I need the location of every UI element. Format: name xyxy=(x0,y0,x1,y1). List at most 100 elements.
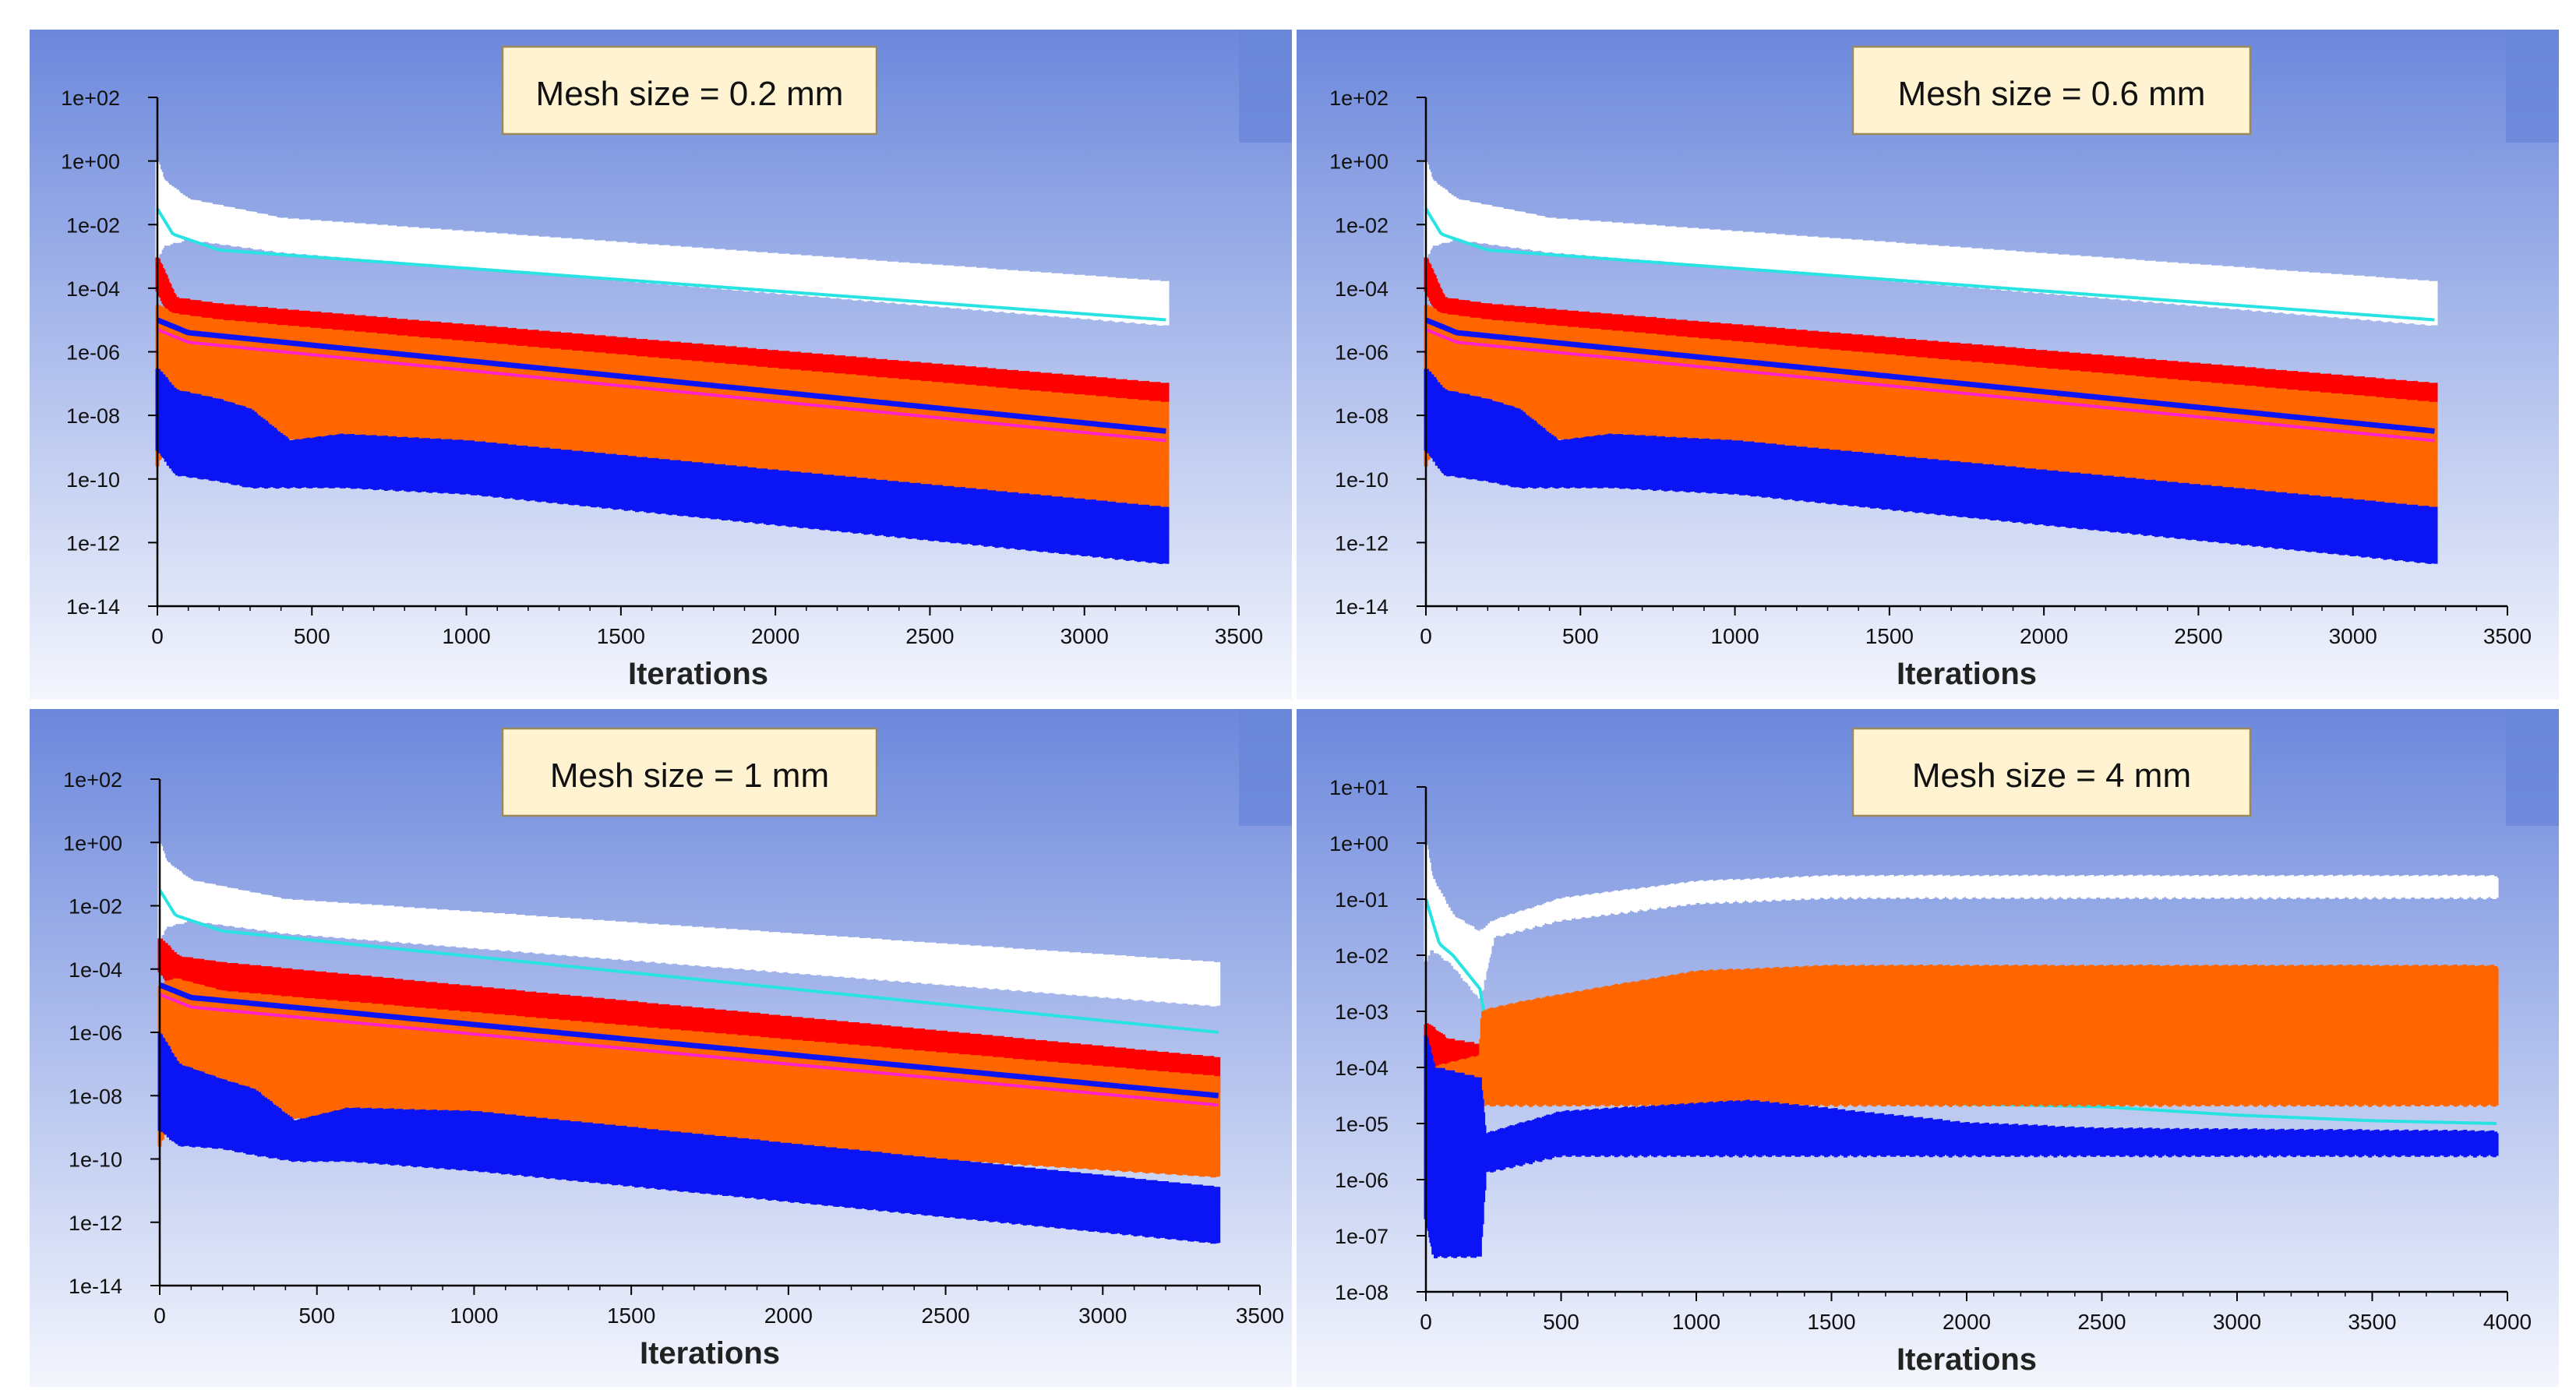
y-tick-label: 1e-04 xyxy=(69,958,122,982)
y-tick-label: 1e+00 xyxy=(61,150,120,174)
y-tick-label: 1e-06 xyxy=(66,341,120,365)
y-tick-label: 1e+02 xyxy=(63,768,122,792)
y-tick-label: 1e-04 xyxy=(66,277,120,301)
y-tick-label: 1e-10 xyxy=(1335,468,1389,492)
panel-tab-block xyxy=(2506,709,2559,826)
x-tick-label: 3500 xyxy=(1215,624,1263,648)
blue-line xyxy=(156,317,1166,434)
y-tick-label: 1e-12 xyxy=(66,531,120,555)
x-tick-label: 3500 xyxy=(2348,1310,2396,1334)
x-axis-label: Iterations xyxy=(640,1336,780,1371)
chart-title: Mesh size = 0.2 mm xyxy=(536,75,844,113)
y-tick-label: 1e-04 xyxy=(1335,1057,1389,1080)
x-tick-label: 3000 xyxy=(2329,624,2377,648)
x-tick-label: 3000 xyxy=(1060,624,1109,648)
y-tick-label: 1e-06 xyxy=(69,1021,122,1045)
y-tick-label: 1e-06 xyxy=(1335,341,1389,365)
x-tick-label: 2500 xyxy=(2174,624,2222,648)
x-tick-label: 0 xyxy=(151,624,164,648)
y-tick-label: 1e-08 xyxy=(1335,404,1389,428)
blue-line xyxy=(158,982,1219,1099)
panel-tab-block xyxy=(2506,30,2559,143)
y-tick-label: 1e-06 xyxy=(1335,1169,1389,1192)
y-tick-label: 1e-08 xyxy=(66,404,120,428)
cyan-line xyxy=(1424,207,2435,322)
chart-title-box xyxy=(1851,45,2252,136)
x-tick-label: 3000 xyxy=(1078,1304,1127,1328)
x-tick-label: 0 xyxy=(1420,624,1432,648)
x-tick-label: 2500 xyxy=(921,1304,969,1328)
y-tick-label: 1e-14 xyxy=(69,1275,122,1298)
x-tick-label: 2000 xyxy=(751,624,799,648)
x-tick-label: 2500 xyxy=(905,624,954,648)
y-tick-label: 1e-05 xyxy=(1335,1113,1389,1136)
y-tick-label: 1e-12 xyxy=(1335,531,1389,555)
y-tick-label: 1e-14 xyxy=(1335,595,1389,619)
chart-panel-0: 0 500 1000 1500 2000 2500 3000 3500 1e-14 1e-12 1e… xyxy=(30,30,1292,700)
x-tick-label: 4000 xyxy=(2483,1310,2532,1334)
x-tick-label: 2500 xyxy=(2077,1310,2126,1334)
y-tick-label: 1e+02 xyxy=(61,86,120,110)
y-tick-label: 1e-02 xyxy=(69,895,122,919)
y-tick-label: 1e-07 xyxy=(1335,1225,1389,1248)
y-tick-label: 1e-02 xyxy=(66,213,120,237)
y-tick-label: 1e+00 xyxy=(63,831,122,855)
y-tick-label: 1e-04 xyxy=(1335,277,1389,301)
y-tick-label: 1e-08 xyxy=(69,1085,122,1108)
ticks: 0 500 1000 1500 2000 2500 3000 3500 4000 1e-08 1e-… xyxy=(1329,776,2532,1334)
x-tick-label: 1000 xyxy=(450,1304,498,1328)
y-tick-label: 1e+01 xyxy=(1329,776,1389,799)
blue-line xyxy=(1424,317,2435,434)
x-tick-label: 500 xyxy=(294,624,330,648)
panel-tab-block xyxy=(1239,709,1292,826)
chart-title: Mesh size = 4 mm xyxy=(1912,757,2191,795)
magenta-line xyxy=(157,328,1166,443)
cyan-line xyxy=(158,889,1219,1034)
x-tick-label: 3500 xyxy=(1236,1304,1284,1328)
x-tick-label: 500 xyxy=(1543,1310,1579,1334)
x-tick-label: 1000 xyxy=(1672,1310,1720,1334)
y-tick-label: 1e+00 xyxy=(1329,832,1389,855)
x-tick-label: 2000 xyxy=(1943,1310,1991,1334)
y-tick-label: 1e-12 xyxy=(69,1212,122,1235)
chart-panel-3: 0 500 1000 1500 2000 2500 3000 3500 4000 1e-08 1e-… xyxy=(1297,709,2559,1387)
x-tick-label: 3000 xyxy=(2213,1310,2261,1334)
ticks: 0 500 1000 1500 2000 2500 3000 3500 1e-14 1e-12 1e… xyxy=(1329,86,2532,648)
x-tick-label: 1000 xyxy=(442,624,490,648)
y-tick-label: 1e-02 xyxy=(1335,944,1389,968)
x-tick-label: 1500 xyxy=(597,624,645,648)
y-tick-label: 1e-10 xyxy=(66,468,120,492)
x-tick-label: 1000 xyxy=(1710,624,1759,648)
y-tick-label: 1e-03 xyxy=(1335,1000,1389,1024)
x-tick-label: 500 xyxy=(298,1304,335,1328)
x-tick-label: 2000 xyxy=(2020,624,2068,648)
y-tick-label: 1e-02 xyxy=(1335,213,1389,237)
chart-title-box xyxy=(1851,727,2252,817)
y-tick-label: 1e-10 xyxy=(69,1148,122,1172)
y-tick-label: 1e+02 xyxy=(1329,86,1389,110)
chart-title: Mesh size = 1 mm xyxy=(550,757,829,795)
x-axis-label: Iterations xyxy=(1897,1342,2037,1377)
y-tick-label: 1e-08 xyxy=(1335,1281,1389,1304)
chart-title: Mesh size = 0.6 mm xyxy=(1898,75,2206,113)
panel-tab-block xyxy=(1239,30,1292,143)
chart-panel-1: 0 500 1000 1500 2000 2500 3000 3500 1e-14 1e-12 1e… xyxy=(1297,30,2559,700)
x-tick-label: 0 xyxy=(1420,1310,1432,1334)
magenta-line xyxy=(1425,328,2435,443)
x-tick-label: 3500 xyxy=(2483,624,2532,648)
x-tick-label: 1500 xyxy=(1807,1310,1855,1334)
y-tick-label: 1e-14 xyxy=(66,595,120,619)
x-tick-label: 500 xyxy=(1562,624,1599,648)
x-tick-label: 1500 xyxy=(607,1304,655,1328)
chart-title-box xyxy=(501,727,878,817)
plot-area xyxy=(1424,845,2499,1258)
chart-title-box xyxy=(501,45,878,136)
x-axis-label: Iterations xyxy=(628,657,768,691)
x-tick-label: 0 xyxy=(154,1304,166,1328)
x-tick-label: 1500 xyxy=(1865,624,1914,648)
ticks: 0 500 1000 1500 2000 2500 3000 3500 1e-14 1e-12 1e… xyxy=(63,768,1284,1328)
magenta-line xyxy=(159,993,1219,1107)
cyan-line xyxy=(156,207,1166,322)
y-tick-label: 1e-01 xyxy=(1335,888,1389,912)
